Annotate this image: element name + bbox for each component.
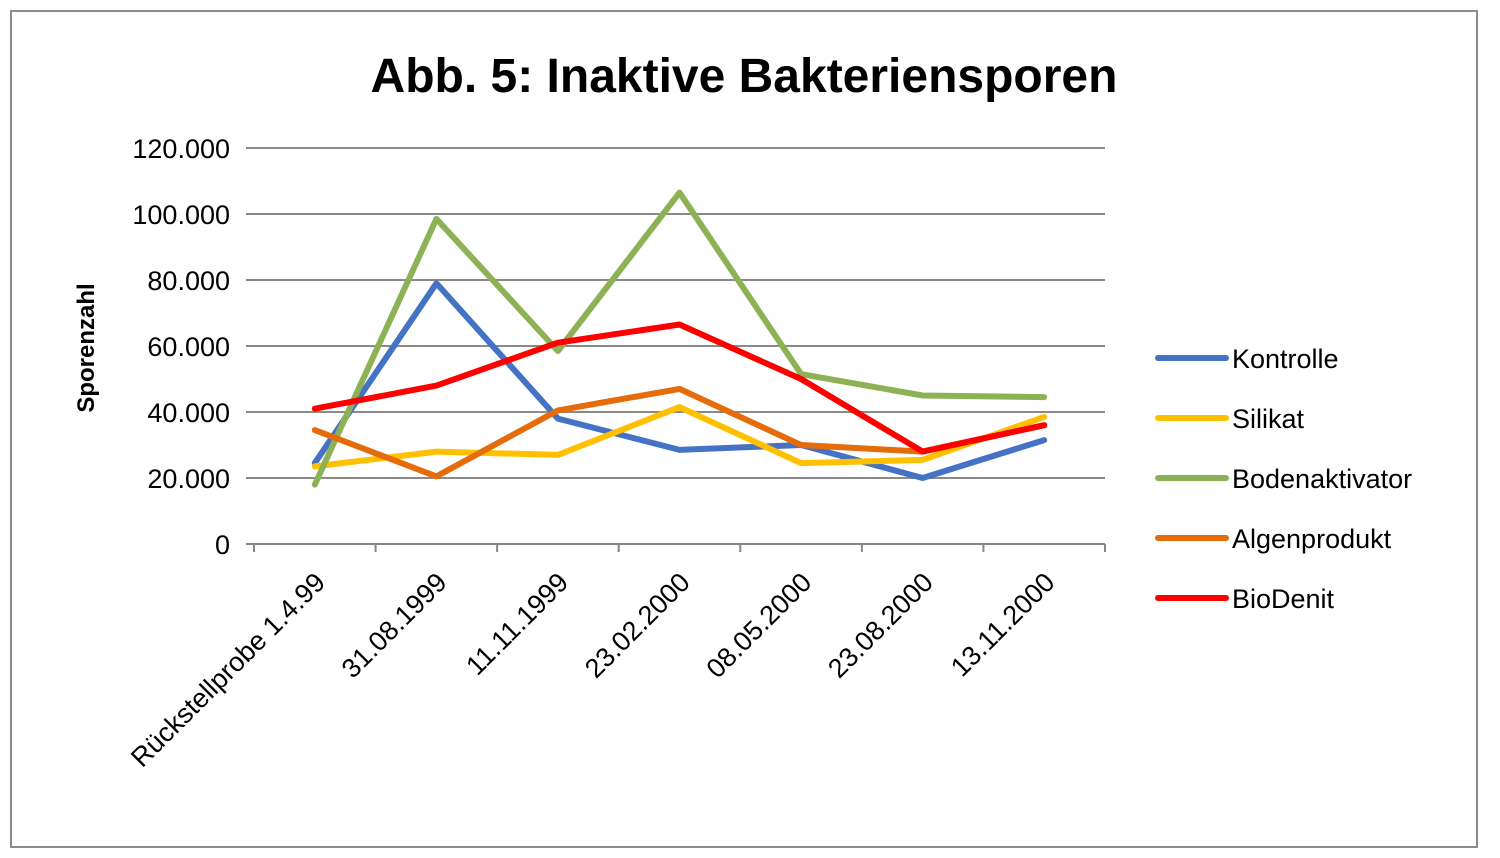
x-tick-label: 23.02.2000 [579, 567, 696, 684]
y-tick-label: 40.000 [147, 398, 230, 428]
x-tick-label: 13.11.2000 [945, 567, 1060, 682]
series-line-biodenit [311, 321, 1048, 455]
legend-label: BioDenit [1232, 584, 1335, 614]
line-chart: Abb. 5: Inaktive Bakteriensporen Sporenz… [73, 50, 1412, 773]
y-axis-ticks: 0 20.000 40.000 60.000 80.000 100.000 120.000 [132, 134, 230, 560]
x-tick-label: 31.08.1999 [336, 567, 453, 684]
y-tick-label: 0 [215, 530, 230, 560]
series-line-kontrolle [311, 280, 1048, 481]
legend-label: Silikat [1232, 404, 1305, 434]
series-lines [311, 189, 1048, 488]
series-line-algenprodukt [311, 385, 1048, 480]
series-line-bodenaktivator [311, 189, 1048, 488]
series-line-silikat [311, 404, 1048, 470]
legend: Kontrolle Silikat Bodenaktivator Algenprodu… [1155, 344, 1412, 614]
legend-label: Algenprodukt [1232, 524, 1392, 554]
x-tick-label: 11.11.1999 [460, 567, 574, 681]
y-tick-label: 60.000 [147, 332, 230, 362]
x-tick-label: 23.08.2000 [822, 567, 939, 684]
x-axis-ticks: Rückstellprobe 1.4.99 31.08.1999 11.11.199… [125, 567, 1060, 773]
legend-label: Bodenaktivator [1232, 464, 1412, 494]
x-tick-label: Rückstellprobe 1.4.99 [125, 567, 331, 773]
x-tick-label: 08.05.2000 [701, 567, 818, 684]
y-tick-label: 100.000 [132, 200, 230, 230]
y-tick-label: 20.000 [147, 464, 230, 494]
legend-label: Kontrolle [1232, 344, 1339, 374]
chart-frame: Abb. 5: Inaktive Bakteriensporen Sporenz… [10, 10, 1478, 848]
chart-title: Abb. 5: Inaktive Bakteriensporen [371, 50, 1118, 103]
y-axis-label: Sporenzahl [73, 283, 100, 412]
y-tick-label: 80.000 [147, 266, 230, 296]
y-tick-label: 120.000 [132, 134, 230, 164]
